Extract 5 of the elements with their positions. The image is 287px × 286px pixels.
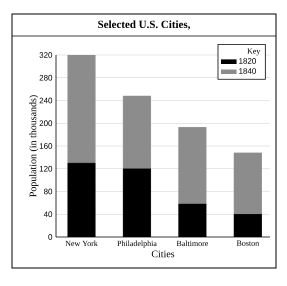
- bar: [122, 96, 152, 169]
- chart-title: Selected U.S. Cities,: [98, 20, 190, 30]
- x-axis-title: Cities: [152, 250, 174, 258]
- y-axis-title: Population (in thousands): [29, 95, 38, 197]
- bar: [178, 127, 206, 204]
